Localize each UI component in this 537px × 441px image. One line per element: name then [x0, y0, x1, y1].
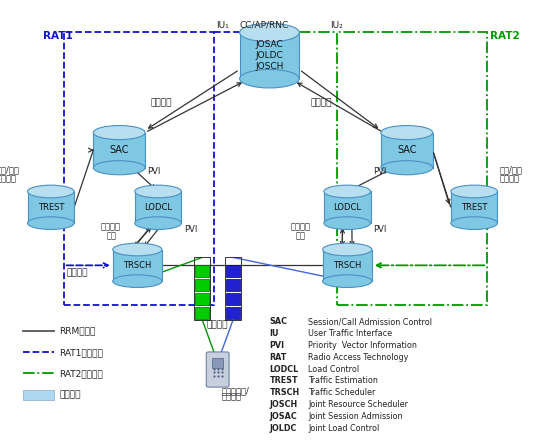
Bar — [324, 191, 371, 223]
Bar — [226, 265, 241, 277]
Text: User Traffic Interface: User Traffic Interface — [308, 329, 393, 338]
Text: JOLDC: JOLDC — [270, 424, 297, 433]
Text: Load Control: Load Control — [308, 365, 359, 374]
Ellipse shape — [323, 275, 372, 288]
Text: SAC: SAC — [270, 317, 287, 326]
Text: 吐量: 吐量 — [106, 232, 116, 240]
Text: SAC: SAC — [110, 145, 129, 155]
Text: IU: IU — [270, 329, 279, 338]
Ellipse shape — [93, 161, 145, 175]
Text: LODCL: LODCL — [333, 203, 361, 212]
Bar — [226, 293, 241, 305]
Text: RAT: RAT — [270, 353, 287, 362]
Bar — [226, 279, 241, 291]
Text: PVI: PVI — [147, 167, 161, 176]
Ellipse shape — [240, 23, 299, 42]
Ellipse shape — [113, 275, 162, 288]
Ellipse shape — [135, 185, 182, 198]
Text: Traffic Scheduler: Traffic Scheduler — [308, 389, 376, 397]
Text: Radio Access Technology: Radio Access Technology — [308, 353, 409, 362]
Text: RAT2: RAT2 — [490, 31, 519, 41]
Ellipse shape — [324, 185, 371, 198]
Text: IU₁: IU₁ — [216, 21, 229, 30]
Text: PVI: PVI — [373, 225, 387, 234]
Text: 需求排队: 需求排队 — [67, 268, 88, 277]
Text: TREST: TREST — [461, 203, 487, 212]
Text: RRM信息流: RRM信息流 — [60, 327, 96, 336]
Text: Joint Resource Scheduler: Joint Resource Scheduler — [308, 400, 408, 409]
Ellipse shape — [240, 70, 299, 88]
Text: Priority  Vector Information: Priority Vector Information — [308, 341, 417, 350]
Bar — [226, 307, 241, 319]
Text: TRSCH: TRSCH — [123, 261, 151, 270]
Text: 多模终端: 多模终端 — [222, 392, 242, 401]
Text: 预测/计划: 预测/计划 — [500, 165, 523, 174]
Text: 预测/计划: 预测/计划 — [0, 165, 19, 174]
Bar — [225, 258, 242, 320]
Text: Joint Load Control: Joint Load Control — [308, 424, 380, 433]
Text: 吐量: 吐量 — [295, 232, 306, 240]
Bar — [194, 258, 211, 320]
Text: 流量信息: 流量信息 — [0, 174, 17, 183]
Bar — [451, 191, 497, 223]
Bar — [195, 307, 209, 319]
Text: 同时连接: 同时连接 — [207, 320, 228, 329]
FancyBboxPatch shape — [206, 352, 229, 387]
Text: LODCL: LODCL — [270, 365, 299, 374]
Text: TRSCH: TRSCH — [333, 261, 361, 270]
Text: Joint Session Admission: Joint Session Admission — [308, 412, 403, 421]
Text: JOSAC: JOSAC — [270, 412, 297, 421]
Text: JOSAC
JOLDC
JOSCH: JOSAC JOLDC JOSCH — [255, 40, 284, 71]
Text: RAT1用户数据: RAT1用户数据 — [60, 348, 104, 357]
Ellipse shape — [381, 126, 433, 140]
Ellipse shape — [27, 217, 74, 229]
Text: PVI: PVI — [184, 225, 198, 234]
Ellipse shape — [135, 217, 182, 229]
Bar — [64, 32, 214, 305]
Text: RAT1: RAT1 — [43, 31, 73, 41]
Ellipse shape — [381, 161, 433, 175]
Text: 流量信息: 流量信息 — [500, 174, 520, 183]
Text: RAT2用户数据: RAT2用户数据 — [60, 369, 104, 378]
Text: IU₂: IU₂ — [330, 21, 343, 30]
Text: SAC: SAC — [397, 145, 417, 155]
Bar — [337, 32, 487, 305]
Bar — [240, 33, 299, 79]
Text: PVI: PVI — [270, 341, 285, 350]
Bar — [113, 250, 162, 281]
Ellipse shape — [113, 243, 162, 256]
Bar — [27, 191, 74, 223]
Text: 功能实体: 功能实体 — [60, 390, 81, 399]
Bar — [195, 265, 209, 277]
Bar — [381, 133, 433, 168]
Text: TRSCH: TRSCH — [270, 389, 300, 397]
Text: TREST: TREST — [38, 203, 64, 212]
Ellipse shape — [323, 243, 372, 256]
Bar — [195, 293, 209, 305]
Bar — [23, 390, 54, 400]
Ellipse shape — [27, 185, 74, 198]
Text: Session/Call Admission Control: Session/Call Admission Control — [308, 317, 432, 326]
Bar — [135, 191, 182, 223]
Text: 负荷信息: 负荷信息 — [150, 98, 172, 107]
Text: Traffic Estimation: Traffic Estimation — [308, 377, 378, 385]
Bar — [195, 279, 209, 291]
Text: JOSCH: JOSCH — [270, 400, 297, 409]
Bar — [93, 133, 145, 168]
Text: 时延、吞: 时延、吞 — [101, 223, 121, 232]
Text: TREST: TREST — [270, 377, 298, 385]
Ellipse shape — [451, 217, 497, 229]
Text: CC/AP/RNC: CC/AP/RNC — [240, 21, 289, 30]
Text: 负荷信息: 负荷信息 — [311, 98, 332, 107]
Ellipse shape — [451, 185, 497, 198]
Ellipse shape — [324, 217, 371, 229]
Ellipse shape — [93, 126, 145, 140]
Text: 可配置终端/: 可配置终端/ — [222, 386, 250, 395]
Bar — [212, 358, 223, 368]
Text: 时延、吞: 时延、吞 — [290, 223, 310, 232]
Bar — [323, 250, 372, 281]
Text: PVI: PVI — [373, 167, 387, 176]
Text: LODCL: LODCL — [144, 203, 172, 212]
